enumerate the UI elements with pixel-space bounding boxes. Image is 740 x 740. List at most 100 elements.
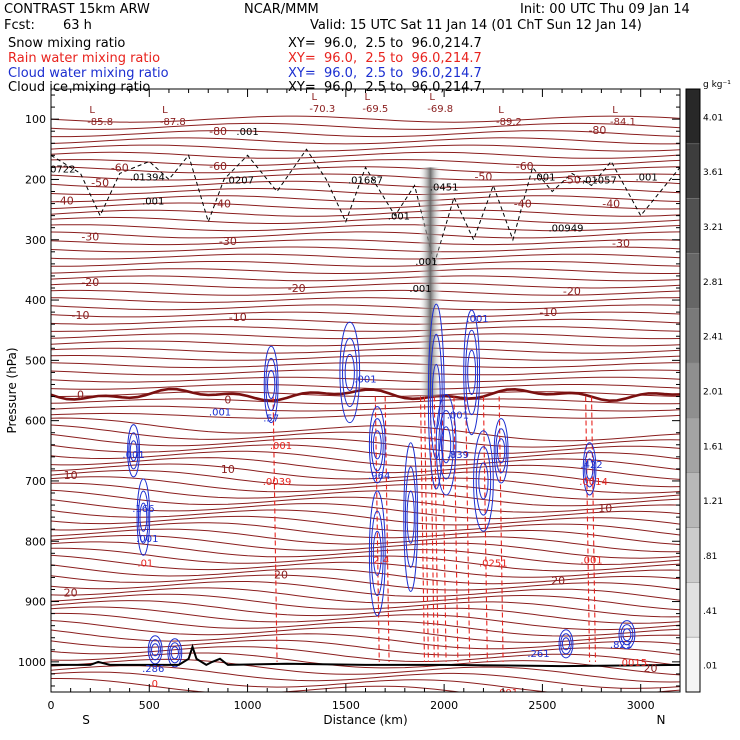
isotherm-label: -60 bbox=[516, 160, 534, 173]
cloud_water-label: .001 bbox=[122, 450, 144, 461]
colorbar-label: 2.81 bbox=[703, 278, 723, 288]
rain-contour bbox=[590, 396, 597, 662]
cloud_water-label: .166 bbox=[132, 504, 154, 515]
low-marker: L bbox=[89, 105, 95, 116]
isotherm-line bbox=[51, 180, 680, 188]
colorbar-label: 1.61 bbox=[703, 442, 723, 452]
snow-label: .001 bbox=[142, 197, 164, 208]
colorbar-label: .01 bbox=[703, 662, 717, 672]
isotherm-label: -30 bbox=[81, 231, 99, 244]
cloud-water-contour bbox=[167, 638, 183, 668]
isotherm-label: 10 bbox=[598, 502, 612, 515]
valid-time: Valid: 15 UTC Sat 11 Jan 14 (01 ChT Sun … bbox=[310, 18, 642, 33]
cloud_water-label: .001 bbox=[466, 314, 488, 325]
isotherm-label: -20 bbox=[288, 282, 306, 295]
isotherm-line bbox=[51, 304, 680, 311]
low-value: -89.2 bbox=[496, 117, 522, 128]
isotherm-line bbox=[51, 606, 680, 631]
cloud_water-label: .001 bbox=[136, 534, 158, 545]
rain-contour bbox=[453, 396, 459, 662]
cloud-water-contour bbox=[560, 633, 572, 655]
cloud-water-contour bbox=[368, 490, 386, 617]
isotherm-line bbox=[51, 275, 680, 282]
x-tick-label: 3000 bbox=[627, 699, 655, 712]
cloud-water-contour bbox=[493, 418, 509, 484]
cloud-water-contour bbox=[465, 329, 479, 416]
isotherm-line bbox=[51, 130, 680, 138]
isotherm-line bbox=[51, 652, 680, 676]
isotherm-label: -20 bbox=[563, 285, 581, 298]
cloud-water-contour bbox=[622, 628, 632, 642]
low-marker: L bbox=[162, 105, 168, 116]
cloud-water-contour bbox=[478, 462, 489, 500]
isotherm-line bbox=[51, 159, 680, 167]
cloud-water-contour bbox=[467, 349, 477, 396]
cloud-water-contour bbox=[496, 438, 506, 464]
isotherm-label: 20 bbox=[274, 568, 288, 581]
rain-label: .0039 bbox=[263, 477, 292, 488]
isotherm-line bbox=[51, 216, 680, 225]
isotherm-line bbox=[51, 658, 680, 683]
isotherm-label: -10 bbox=[72, 309, 90, 322]
rain-contour bbox=[384, 396, 390, 662]
isotherm-line bbox=[51, 665, 680, 689]
cloud_water-label: .422 bbox=[580, 460, 602, 471]
isotherm-label: -10 bbox=[539, 306, 557, 319]
x-tick-label: 0 bbox=[48, 699, 55, 712]
isotherm-line bbox=[51, 347, 680, 354]
cloud-water-contour bbox=[561, 637, 571, 651]
isotherm-line bbox=[51, 195, 680, 203]
low-marker: L bbox=[498, 105, 504, 116]
isotherm-line bbox=[51, 122, 680, 130]
y-tick-label: 100 bbox=[25, 113, 46, 126]
init-time: Init: 00 UTC Thu 09 Jan 14 bbox=[520, 2, 690, 17]
cloud-water-contour bbox=[582, 442, 597, 496]
field-xy-rain: XY= 96.0, 2.5 to 96.0,214.7 bbox=[288, 51, 482, 66]
isotherm-line bbox=[51, 600, 680, 624]
isotherm-line bbox=[51, 612, 680, 637]
colorbar-segment bbox=[685, 253, 701, 309]
cloud_water-label: .001 bbox=[209, 408, 231, 419]
isotherm-label: 20 bbox=[644, 662, 658, 675]
snow-label: .01057 bbox=[582, 175, 617, 186]
isotherm-label: -80 bbox=[588, 124, 606, 137]
isotherm-line bbox=[51, 450, 680, 471]
cloud-water-contour bbox=[139, 502, 148, 532]
cloud-water-contour bbox=[136, 478, 151, 556]
isotherm-label: 20 bbox=[64, 587, 78, 600]
cloud-water-contour bbox=[368, 406, 386, 484]
cloud-water-contour bbox=[463, 309, 481, 436]
rain-label: .001 bbox=[270, 441, 292, 452]
cloud-water-contour bbox=[267, 369, 276, 400]
cloud_water-label: .964 bbox=[368, 471, 390, 482]
y-tick-label: 600 bbox=[25, 415, 46, 428]
isotherm-label: 0 bbox=[224, 394, 231, 407]
colorbar-segment bbox=[685, 472, 701, 528]
isotherm-line bbox=[51, 391, 680, 397]
cloud_water-label: .261 bbox=[527, 649, 549, 660]
isotherm-line bbox=[51, 547, 680, 572]
isotherm-line bbox=[51, 311, 680, 318]
cloud-water-contour bbox=[406, 490, 415, 544]
isotherm-label: -20 bbox=[81, 276, 99, 289]
cloud-water-contour bbox=[169, 642, 181, 664]
cloud-water-contour bbox=[584, 450, 595, 488]
isotherm-line bbox=[51, 224, 680, 232]
isotherm-line bbox=[51, 340, 680, 347]
isotherm-line bbox=[51, 476, 680, 500]
snow-label: .001 bbox=[236, 127, 258, 138]
isotherm-line bbox=[51, 629, 680, 650]
cloud-ice-shading bbox=[418, 167, 443, 397]
cloud-water-contour bbox=[147, 635, 163, 665]
isotherm-line bbox=[51, 188, 680, 195]
isotherm-line bbox=[51, 463, 680, 488]
cloud-water-contour bbox=[427, 303, 445, 490]
field-xy-cloudice: XY= 96.0, 2.5 to 96.0,214.7 bbox=[288, 80, 482, 95]
rain-contour bbox=[423, 396, 429, 662]
isotherm-line bbox=[51, 297, 680, 304]
isotherm-line bbox=[51, 509, 680, 526]
cloud_water-label: .839 bbox=[447, 450, 469, 461]
fcst-label: Fcst: bbox=[4, 18, 35, 33]
isotherm-line bbox=[51, 417, 680, 442]
isotherm-label: -30 bbox=[219, 235, 237, 248]
